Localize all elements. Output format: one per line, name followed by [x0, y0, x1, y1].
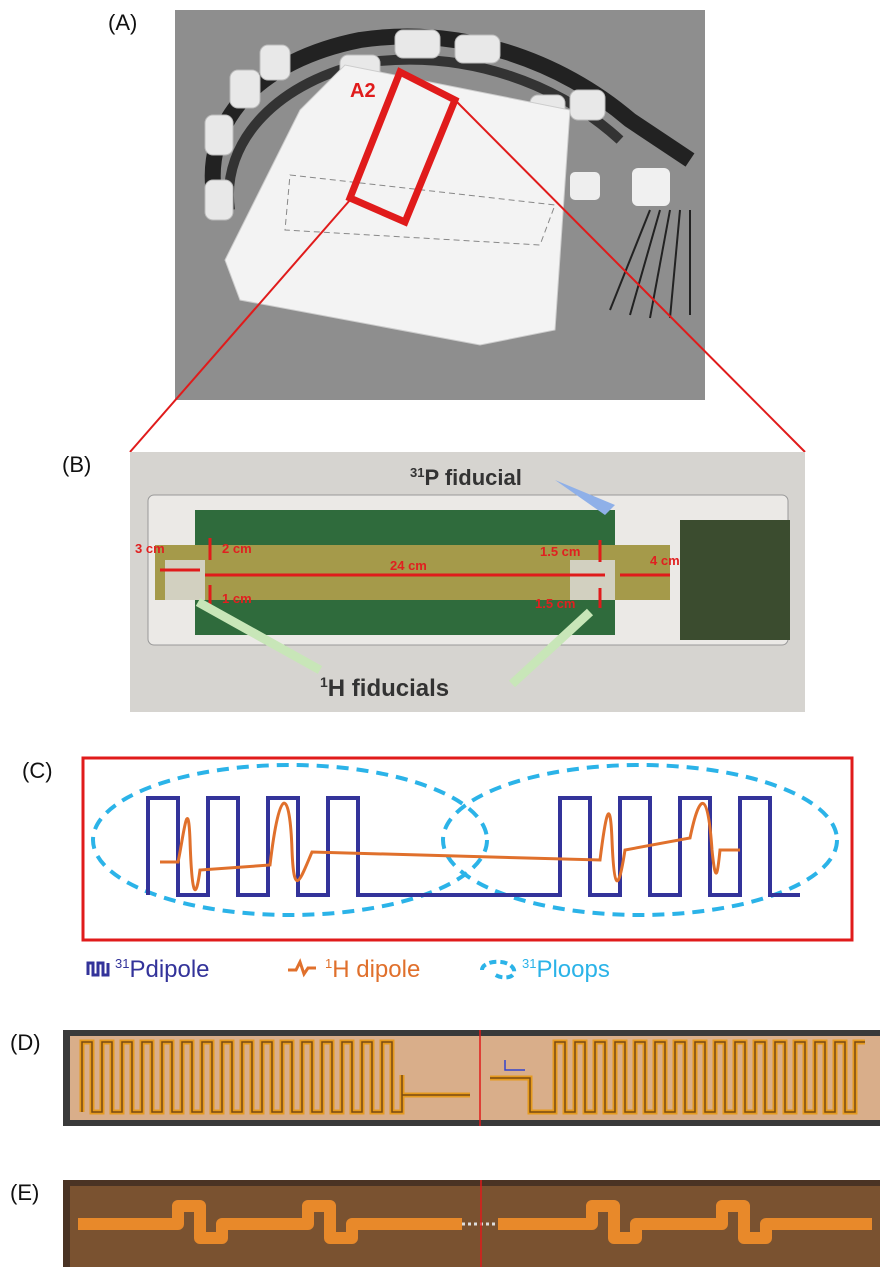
- dimension: 3 cm: [135, 541, 165, 556]
- fiducial-tape: [570, 560, 615, 600]
- annotation-text: P fiducial: [424, 465, 521, 490]
- dimension: 1.5 cm: [540, 544, 580, 559]
- legend: 31Pdipole 1H dipole 31Ploops: [88, 956, 610, 983]
- annotation-text: H fiducials: [328, 675, 449, 702]
- superscript: 31: [115, 956, 129, 971]
- legend-entry: 1H dipole: [325, 956, 420, 983]
- loop: [93, 765, 487, 915]
- legend-text: Pdipole: [129, 956, 209, 983]
- superscript: 31: [410, 465, 424, 480]
- dimension: 24 cm: [390, 558, 427, 573]
- superscript: 1: [325, 956, 332, 971]
- legend-symbol: [88, 963, 108, 975]
- panel-label: (C): [22, 758, 53, 783]
- annotation: 31P fiducial: [410, 465, 522, 490]
- legend-symbol: [482, 962, 514, 978]
- superscript: 1: [320, 674, 328, 690]
- fiducial-tape: [165, 560, 205, 600]
- dimension: 1 cm: [222, 591, 252, 606]
- legend-text: Ploops: [536, 956, 609, 983]
- region-label: A2: [350, 80, 376, 102]
- superscript: 31: [522, 956, 536, 971]
- legend-entry: 31Pdipole: [115, 956, 210, 983]
- annotation: 1H fiducials: [320, 674, 449, 702]
- substrate: [70, 1186, 880, 1267]
- panel-label: (D): [10, 1030, 41, 1055]
- legend-entry: 31Ploops: [522, 956, 610, 983]
- dimension: 4 cm: [650, 553, 680, 568]
- dimension: 2 cm: [222, 541, 252, 556]
- h-dipole: [160, 803, 740, 890]
- dimension: 1.5 cm: [535, 596, 575, 611]
- electronics: [680, 520, 790, 640]
- legend-symbol: [288, 962, 316, 974]
- connector-box: [632, 168, 670, 206]
- panel-label: (B): [62, 452, 91, 477]
- connector-box: [570, 172, 600, 200]
- loop: [443, 765, 837, 915]
- panel-label: (E): [10, 1180, 39, 1205]
- panel-label: (A): [108, 10, 137, 35]
- figure: (A) A2 (B) 3 cm 2 cm 24 cm 1.5 cm 4 cm 1…: [0, 0, 880, 1267]
- legend-text: H dipole: [332, 956, 420, 983]
